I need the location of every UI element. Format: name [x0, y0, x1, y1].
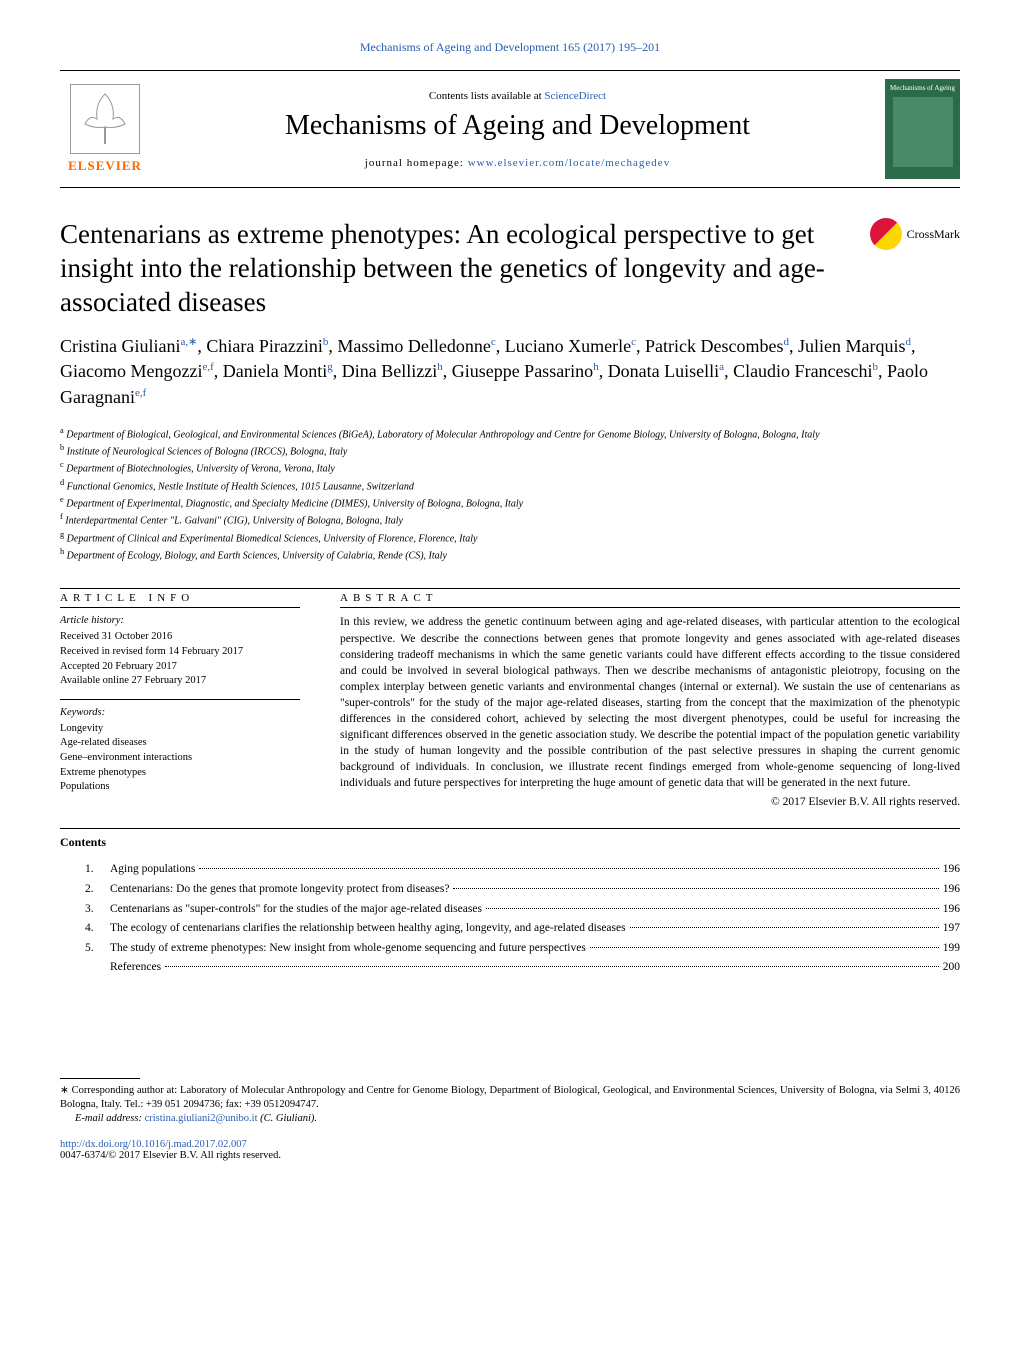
article-title: Centenarians as extreme phenotypes: An e…: [60, 218, 850, 319]
history-item: Available online 27 February 2017: [60, 674, 300, 689]
keywords-label: Keywords:: [60, 706, 300, 721]
elsevier-logo: ELSEVIER: [60, 79, 150, 179]
toc-text: The ecology of centenarians clarifies th…: [110, 919, 626, 939]
keyword-item: Populations: [60, 780, 300, 795]
doi-line: http://dx.doi.org/10.1016/j.mad.2017.02.…: [60, 1139, 960, 1150]
history-label: Article history:: [60, 614, 300, 629]
abstract-body: In this review, we address the genetic c…: [340, 607, 960, 791]
toc-number: 3.: [85, 900, 110, 920]
toc-page: 199: [943, 939, 960, 959]
toc-page: 200: [943, 958, 960, 978]
article-info: article info Article history: Received 3…: [60, 592, 300, 808]
affiliation-item: h Department of Ecology, Biology, and Ea…: [60, 546, 960, 563]
contents-heading: Contents: [60, 835, 960, 850]
toc-number: 5.: [85, 939, 110, 959]
issn-line: 0047-6374/© 2017 Elsevier B.V. All right…: [60, 1150, 960, 1161]
affiliation-item: e Department of Experimental, Diagnostic…: [60, 494, 960, 511]
abstract-heading: abstract: [340, 592, 960, 604]
journal-citation: Mechanisms of Ageing and Development 165…: [60, 40, 960, 55]
toc-item[interactable]: 1.Aging populations 196: [85, 860, 960, 880]
journal-banner: ELSEVIER Contents lists available at Sci…: [60, 70, 960, 188]
toc-item[interactable]: References 200: [85, 958, 960, 978]
affiliation-item: d Functional Genomics, Nestle Institute …: [60, 477, 960, 494]
doi-link[interactable]: http://dx.doi.org/10.1016/j.mad.2017.02.…: [60, 1139, 247, 1150]
abstract-column: abstract In this review, we address the …: [340, 592, 960, 808]
info-abstract-row: article info Article history: Received 3…: [60, 588, 960, 808]
toc-dots: [590, 947, 939, 948]
elsevier-text: ELSEVIER: [68, 158, 142, 174]
banner-center: Contents lists available at ScienceDirec…: [150, 90, 885, 169]
affiliation-item: g Department of Clinical and Experimenta…: [60, 529, 960, 546]
toc-item[interactable]: 3.Centenarians as "super-controls" for t…: [85, 900, 960, 920]
toc-text: References: [110, 958, 161, 978]
toc-text: Centenarians as "super-controls" for the…: [110, 900, 482, 920]
affiliation-item: a Department of Biological, Geological, …: [60, 425, 960, 442]
elsevier-tree-icon: [70, 84, 140, 154]
authors: Cristina Giuliania,∗, Chiara Pirazzinib,…: [60, 334, 960, 410]
toc-text: Centenarians: Do the genes that promote …: [110, 880, 449, 900]
corresponding-author: ∗ Corresponding author at: Laboratory of…: [60, 1084, 960, 1113]
toc-item[interactable]: 4.The ecology of centenarians clarifies …: [85, 919, 960, 939]
toc-list: 1.Aging populations 1962.Centenarians: D…: [60, 860, 960, 977]
toc-page: 196: [943, 860, 960, 880]
cover-image: [893, 97, 953, 167]
toc-dots: [165, 966, 939, 967]
affiliation-item: b Institute of Neurological Sciences of …: [60, 442, 960, 459]
email-link[interactable]: cristina.giuliani2@unibo.it: [145, 1113, 258, 1124]
toc-dots: [199, 868, 938, 869]
toc-item[interactable]: 2.Centenarians: Do the genes that promot…: [85, 880, 960, 900]
journal-cover: Mechanisms of Ageing: [885, 79, 960, 179]
affiliation-item: c Department of Biotechnologies, Univers…: [60, 459, 960, 476]
toc-text: The study of extreme phenotypes: New ins…: [110, 939, 586, 959]
crossmark-badge[interactable]: CrossMark: [870, 218, 960, 250]
history-item: Received in revised form 14 February 201…: [60, 645, 300, 660]
citation-link[interactable]: Mechanisms of Ageing and Development 165…: [360, 40, 660, 54]
email-line: E-mail address: cristina.giuliani2@unibo…: [60, 1113, 960, 1124]
toc-number: 1.: [85, 860, 110, 880]
affiliations: a Department of Biological, Geological, …: [60, 425, 960, 564]
keyword-item: Extreme phenotypes: [60, 766, 300, 781]
title-row: Centenarians as extreme phenotypes: An e…: [60, 218, 960, 319]
abstract-copyright: © 2017 Elsevier B.V. All rights reserved…: [340, 796, 960, 808]
toc-item[interactable]: 5.The study of extreme phenotypes: New i…: [85, 939, 960, 959]
history-item: Accepted 20 February 2017: [60, 660, 300, 675]
toc-page: 196: [943, 880, 960, 900]
footer-separator: [60, 1078, 140, 1079]
journal-homepage: journal homepage: www.elsevier.com/locat…: [150, 157, 885, 169]
journal-title: Mechanisms of Ageing and Development: [150, 110, 885, 142]
keyword-item: Age-related diseases: [60, 736, 300, 751]
article-history: Article history: Received 31 October 201…: [60, 607, 300, 688]
toc-number: 4.: [85, 919, 110, 939]
toc-number: 2.: [85, 880, 110, 900]
homepage-link[interactable]: www.elsevier.com/locate/mechagedev: [468, 157, 671, 169]
history-item: Received 31 October 2016: [60, 630, 300, 645]
keyword-item: Gene–environment interactions: [60, 751, 300, 766]
cover-title: Mechanisms of Ageing: [890, 84, 955, 92]
toc-dots: [486, 908, 939, 909]
info-heading: article info: [60, 592, 300, 604]
crossmark-label: CrossMark: [907, 227, 960, 242]
crossmark-icon: [870, 218, 902, 250]
keywords-block: Keywords: LongevityAge-related diseasesG…: [60, 699, 300, 795]
sciencedirect-link[interactable]: ScienceDirect: [544, 90, 606, 102]
toc-dots: [453, 888, 938, 889]
toc-dots: [630, 927, 939, 928]
toc-page: 197: [943, 919, 960, 939]
keyword-item: Longevity: [60, 722, 300, 737]
contents-available: Contents lists available at ScienceDirec…: [150, 90, 885, 102]
affiliation-item: f Interdepartmental Center "L. Galvani" …: [60, 511, 960, 528]
toc-text: Aging populations: [110, 860, 195, 880]
toc-page: 196: [943, 900, 960, 920]
contents-section: Contents 1.Aging populations 1962.Centen…: [60, 828, 960, 977]
